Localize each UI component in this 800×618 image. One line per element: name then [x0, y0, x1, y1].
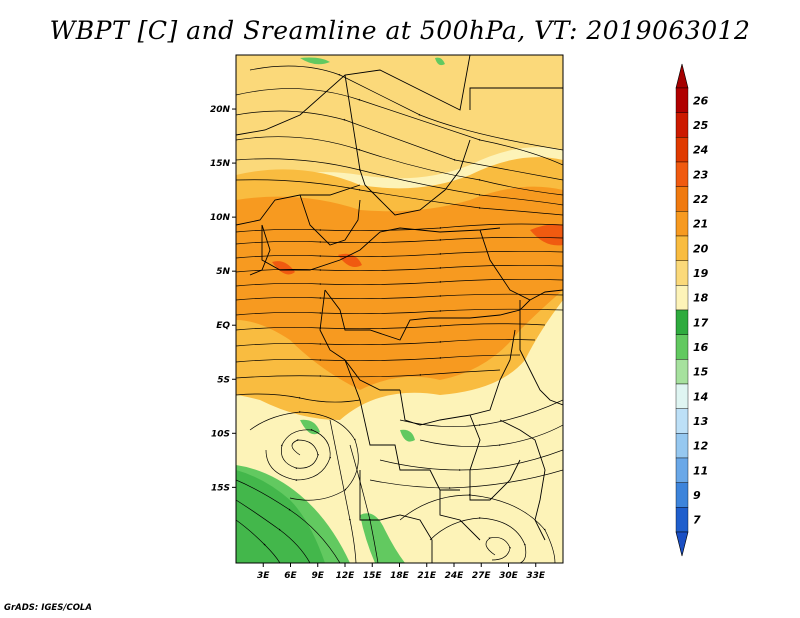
x-tick-label: 21E	[417, 571, 437, 581]
colorbar-segment	[675, 457, 689, 483]
map-panel	[236, 55, 563, 563]
x-tick-label: 18E	[390, 571, 410, 581]
colorbar-segment	[675, 87, 689, 113]
colorbar-segment	[675, 211, 689, 237]
y-tick-label: 5S	[217, 375, 230, 385]
colorbar-under-arrow	[675, 531, 689, 557]
hot-spot-region	[272, 261, 295, 275]
colorbar-segment	[675, 482, 689, 508]
colorbar-label: 17	[693, 316, 709, 329]
green-corner-region	[236, 470, 325, 563]
hot-spot-region	[530, 224, 563, 246]
colorbar-segment	[675, 507, 689, 533]
colorbar-label: 13	[693, 415, 709, 428]
colorbar-label: 25	[693, 119, 709, 132]
colorbar-segment	[675, 161, 689, 187]
y-tick-label: 5N	[216, 267, 230, 277]
colorbar-label: 18	[693, 292, 709, 305]
colorbar-label: 15	[693, 366, 709, 379]
colorbar-label: 19	[693, 267, 709, 280]
x-tick-label: 15E	[363, 571, 383, 581]
colorbar-segment	[675, 112, 689, 138]
x-tick-label: 12E	[336, 571, 356, 581]
colorbar-segment	[675, 285, 689, 311]
colorbar-segment	[675, 260, 689, 286]
footer-credit: GrADS: IGES/COLA	[4, 603, 92, 613]
colorbar-label: 12	[693, 440, 709, 453]
colorbar-label: 26	[693, 94, 709, 107]
y-tick-label: 15N	[210, 159, 231, 169]
x-tick-label: 3E	[257, 571, 270, 581]
colorbar-segment	[675, 235, 689, 261]
y-tick-label: 10S	[211, 429, 230, 439]
colorbar-label: 14	[693, 390, 708, 403]
green-patch	[400, 429, 415, 442]
x-tick-label: 24E	[445, 571, 465, 581]
x-tick-label: 6E	[284, 571, 297, 581]
x-tick-label: 27E	[472, 571, 492, 581]
colorbar-segment	[675, 137, 689, 163]
y-axis: 20N 15N 10N 5N EQ 5S 10S 15S	[210, 105, 236, 493]
colorbar-label: 21	[693, 218, 708, 231]
map-title: WBPT [C] and Sreamline at 500hPa, VT: 20…	[49, 16, 751, 45]
colorbar-label: 22	[693, 193, 709, 206]
x-tick-label: 9E	[312, 571, 325, 581]
hot-spot-region	[338, 253, 362, 268]
colorbar-label: 7	[693, 514, 701, 527]
colorbar-label: 11	[693, 464, 708, 477]
colorbar-segment	[675, 433, 689, 459]
colorbar-label: 9	[693, 489, 701, 502]
colorbar-label: 24	[693, 144, 708, 157]
y-tick-label: 10N	[210, 213, 231, 223]
colorbar-segment	[675, 186, 689, 212]
country-borders	[236, 55, 563, 563]
y-tick-label: 15S	[211, 483, 230, 493]
colorbar-segment	[675, 383, 689, 409]
green-patch	[435, 57, 445, 66]
streamlines	[236, 65, 563, 563]
colorbar-segment	[675, 334, 689, 360]
y-tick-label: 20N	[210, 105, 231, 115]
colorbar-label: 23	[693, 168, 709, 181]
colorbar-segment	[675, 359, 689, 385]
colorbar-over-arrow	[675, 63, 689, 89]
x-axis: 3E 6E 9E 12E 15E 18E 21E 24E 27E 30E 33E	[257, 563, 546, 581]
colorbar: 26 25 24 23 22 21 20 19 18 17 16 15 14 13 12 11 9 7	[675, 63, 709, 557]
warm-core-region	[236, 186, 563, 390]
green-patch	[300, 57, 330, 65]
x-tick-label: 30E	[499, 571, 519, 581]
x-tick-label: 33E	[526, 571, 546, 581]
colorbar-label: 16	[693, 341, 709, 354]
y-tick-label: EQ	[216, 321, 230, 331]
colorbar-label: 20	[693, 242, 709, 255]
colorbar-segment	[675, 309, 689, 335]
colorbar-segment	[675, 408, 689, 434]
